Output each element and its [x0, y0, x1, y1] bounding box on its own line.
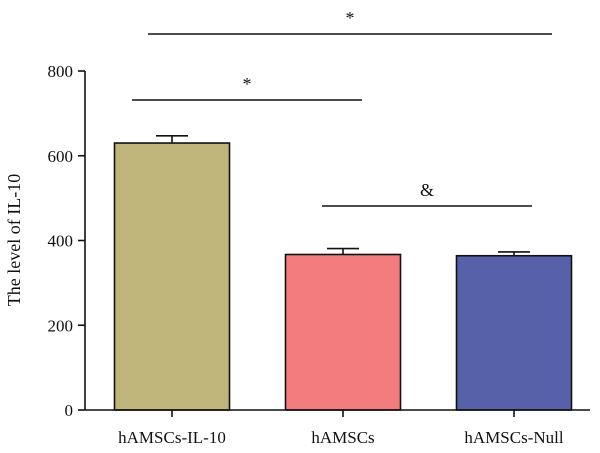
- x-tick-label-2: hAMSCs: [311, 428, 374, 447]
- y-tick-label-400: 400: [48, 232, 74, 251]
- x-tick-label-3: hAMSCs-Null: [464, 428, 563, 447]
- y-tick-label-0: 0: [65, 401, 74, 420]
- x-tick-label-1: hAMSCs-IL-10: [118, 428, 226, 447]
- bar-1: [113, 142, 231, 411]
- bar-3: [455, 254, 573, 411]
- y-tick-label-600: 600: [48, 147, 74, 166]
- significance-label-1: *: [346, 8, 355, 28]
- y-tick-label-800: 800: [48, 62, 74, 81]
- bar-2: [284, 253, 402, 411]
- plot-area: 0 200 400 600 800 hAMSCs-IL-10 hAMSCs hAMSCs-Nu…: [48, 8, 590, 447]
- y-axis-title: The level of IL-10: [4, 174, 24, 306]
- significance-label-2: *: [243, 74, 252, 94]
- significance-label-3: &: [420, 180, 434, 200]
- y-tick-label-200: 200: [48, 316, 74, 335]
